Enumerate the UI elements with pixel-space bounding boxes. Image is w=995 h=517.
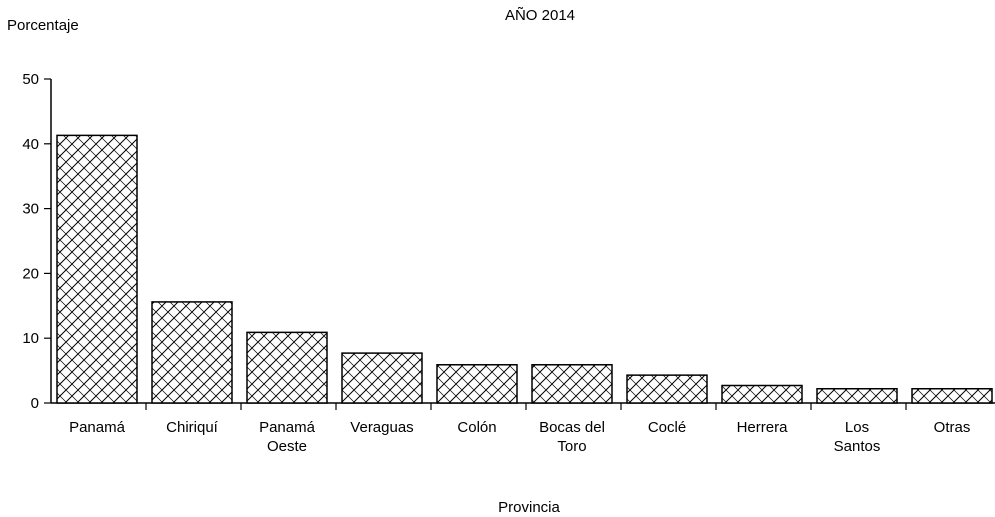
bar	[911, 387, 993, 404]
bar	[626, 374, 708, 404]
y-axis-label: Porcentaje	[7, 17, 79, 34]
y-tick-label: 10	[22, 330, 39, 347]
bar	[436, 364, 518, 404]
x-tick-label: Los	[845, 419, 869, 436]
bar	[721, 384, 803, 404]
x-tick-label: Otras	[934, 419, 971, 436]
y-tick-label: 20	[22, 265, 39, 282]
y-tick-label: 30	[22, 201, 39, 218]
x-tick-label: Toro	[557, 438, 586, 455]
y-tick-label: 50	[22, 71, 39, 88]
x-tick-label: Santos	[834, 438, 881, 455]
x-tick-label: Oeste	[267, 438, 307, 455]
y-tick-label: 0	[31, 395, 39, 412]
x-tick-label: Panamá	[259, 419, 316, 436]
bar	[246, 331, 328, 404]
bar	[531, 364, 613, 404]
bar	[341, 352, 423, 404]
x-tick-label: Veraguas	[350, 419, 413, 436]
x-tick-label: Colón	[457, 419, 496, 436]
bar	[816, 387, 898, 404]
x-tick-label: Panamá	[69, 419, 126, 436]
x-tick-label: Coclé	[648, 419, 686, 436]
x-axis-label: Provincia	[498, 499, 560, 516]
bar	[151, 301, 233, 404]
x-tick-label: Bocas del	[539, 419, 605, 436]
x-tick-label: Herrera	[737, 419, 789, 436]
chart-title: AÑO 2014	[505, 7, 575, 24]
bar	[56, 134, 138, 404]
x-tick-label: Chiriquí	[166, 419, 219, 436]
y-tick-label: 40	[22, 136, 39, 153]
